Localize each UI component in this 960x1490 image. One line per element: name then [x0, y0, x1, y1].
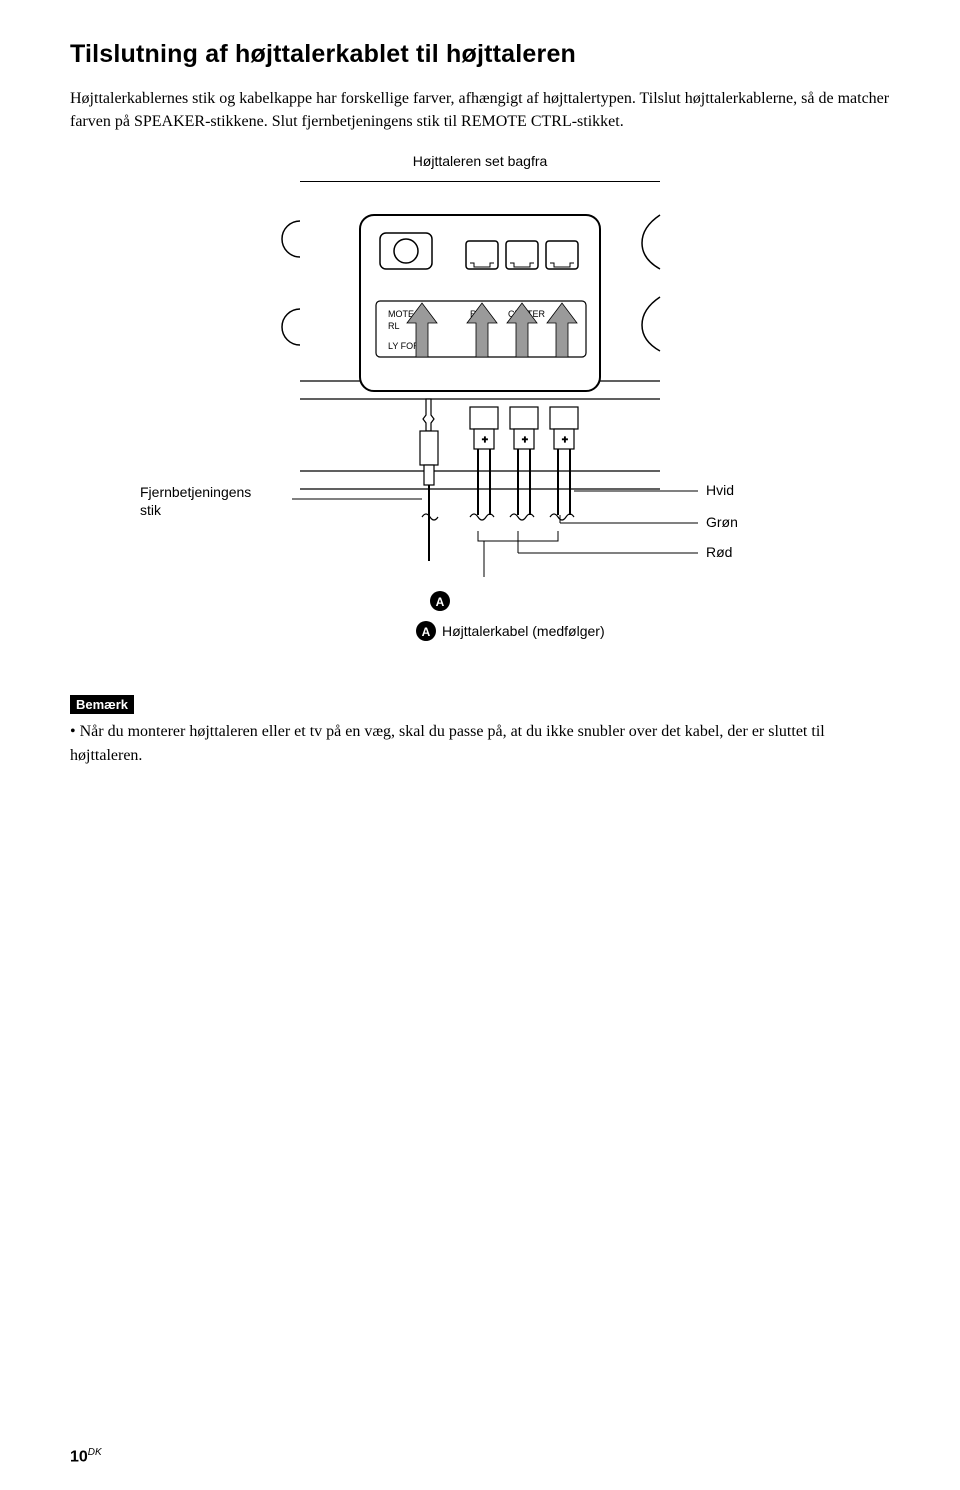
svg-text:+: +: [562, 435, 568, 446]
svg-text:stik: stik: [140, 502, 162, 518]
figure-block: Højttaleren set bagfra MOTE RL LY: [70, 153, 890, 661]
svg-text:Højttalerkabel (medfølger): Højttalerkabel (medfølger): [442, 623, 605, 639]
note-label: Bemærk: [70, 695, 134, 714]
svg-text:MOTE: MOTE: [388, 309, 414, 319]
intro-paragraph: Højttalerkablernes stik og kabelkappe ha…: [70, 87, 890, 133]
svg-text:Grøn: Grøn: [706, 514, 738, 530]
page-number: 10DK: [70, 1447, 102, 1466]
speaker-diagram: MOTE RL LY FOR R CENTER L: [130, 181, 830, 661]
svg-text:+: +: [522, 435, 528, 446]
svg-text:Hvid: Hvid: [706, 482, 734, 498]
svg-text:Rød: Rød: [706, 544, 732, 560]
svg-text:+: +: [482, 435, 488, 446]
svg-text:Fjernbetjeningens: Fjernbetjeningens: [140, 484, 251, 500]
svg-text:RL: RL: [388, 321, 400, 331]
svg-text:A: A: [436, 595, 445, 609]
svg-text:LY FOR: LY FOR: [388, 341, 420, 351]
svg-text:A: A: [422, 625, 431, 639]
note-text: Når du monterer højttaleren eller et tv …: [70, 720, 890, 766]
page-title: Tilslutning af højttalerkablet til højtt…: [70, 40, 890, 69]
figure-caption-top: Højttaleren set bagfra: [70, 153, 890, 169]
